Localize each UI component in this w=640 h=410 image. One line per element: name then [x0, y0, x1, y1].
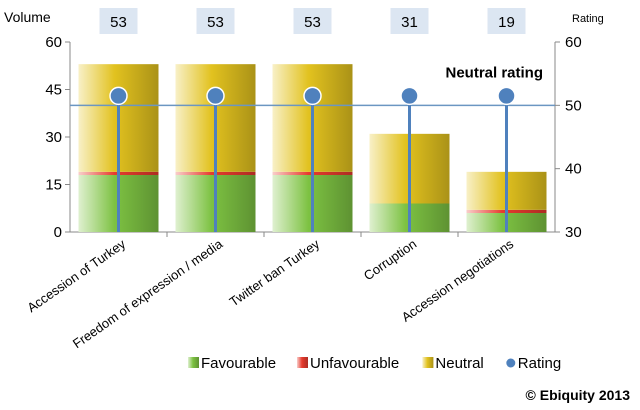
rating-point	[497, 86, 516, 106]
right-tick-label: 60	[565, 34, 582, 51]
category-label: Accession of Turkey	[24, 236, 128, 315]
left-tick-label: 60	[45, 34, 62, 51]
right-tick-label: 30	[565, 224, 582, 241]
legend: Favourable Unfavourable Neutral Rating	[188, 355, 561, 372]
right-tick-label: 40	[565, 161, 582, 178]
total-label: 53	[304, 14, 321, 31]
legend-swatch-neutral	[422, 357, 434, 368]
right-axis-title: Rating	[572, 13, 604, 25]
rating-point	[206, 86, 225, 106]
left-tick-label: 30	[45, 129, 62, 146]
legend-label: Favourable	[201, 355, 276, 372]
legend-label: Neutral	[435, 355, 483, 372]
copyright-notice: © Ebiquity 2013	[526, 387, 631, 403]
plot-area: 0 15 30 45 60 30 40 50 60 Neutral rating 53 53 53 31 1…	[24, 8, 582, 352]
category-label: Freedom of expression / media	[70, 236, 226, 352]
total-label-background	[487, 8, 526, 34]
category-label: Twitter ban Turkey	[227, 236, 323, 309]
left-tick-label: 45	[45, 82, 62, 99]
legend-label: Unfavourable	[310, 355, 399, 372]
legend-label: Rating	[518, 355, 561, 372]
total-label: 19	[498, 14, 515, 31]
total-label: 31	[401, 14, 418, 31]
total-label: 53	[110, 14, 127, 31]
right-tick-label: 50	[565, 97, 582, 114]
total-label-background	[99, 8, 138, 34]
total-label-background	[293, 8, 332, 34]
left-tick-label: 15	[45, 177, 62, 194]
rating-point	[303, 86, 322, 106]
neutral-rating-label: Neutral rating	[445, 64, 543, 81]
total-label-background	[390, 8, 429, 34]
legend-swatch-rating	[506, 358, 516, 368]
category-label: Corruption	[361, 236, 419, 283]
total-label-background	[196, 8, 235, 34]
legend-swatch-favourable	[188, 357, 199, 368]
rating-point	[109, 86, 128, 106]
legend-swatch-unfavourable	[297, 357, 308, 368]
rating-point	[400, 86, 419, 106]
left-axis-title: Volume	[4, 9, 51, 25]
left-tick-label: 0	[54, 224, 62, 241]
total-label: 53	[207, 14, 224, 31]
